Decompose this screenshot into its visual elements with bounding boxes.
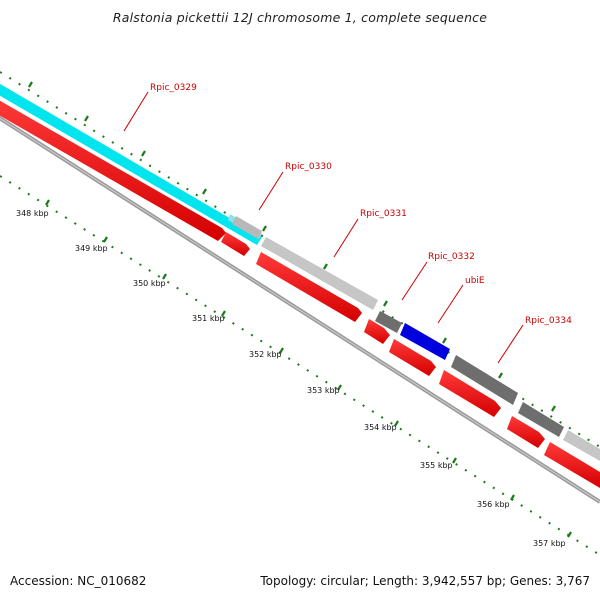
map-title: Ralstonia pickettii 12J chromosome 1, co… bbox=[112, 10, 488, 25]
gene-label-ubie: ubiE bbox=[465, 276, 485, 286]
gene-label-rpic0334: Rpic_0334 bbox=[525, 316, 572, 326]
kbp-label: 348 kbp bbox=[16, 209, 49, 218]
gene-feature-rpic0334 bbox=[451, 355, 518, 405]
gene-label-rpic0331: Rpic_0331 bbox=[360, 209, 407, 219]
cds-arrow bbox=[221, 232, 250, 256]
gene-feature-rpic0335 bbox=[518, 402, 564, 437]
kbp-label: 352 kbp bbox=[249, 350, 282, 359]
gene-features-outer bbox=[232, 216, 600, 461]
cds-features-inner bbox=[0, 100, 600, 488]
outer-major-ticks bbox=[28, 81, 556, 412]
kbp-label: 354 kbp bbox=[364, 423, 397, 432]
cds-arrow bbox=[439, 370, 501, 417]
cds-arrow bbox=[0, 100, 226, 241]
gene-label-rpic0332: Rpic_0332 bbox=[428, 252, 475, 262]
gene-label-rpic0330: Rpic_0330 bbox=[285, 162, 332, 172]
cds-arrow bbox=[507, 416, 545, 448]
cds-arrow bbox=[256, 252, 362, 322]
kbp-labels: 348 kbp 349 kbp 350 kbp 351 kbp 352 kbp … bbox=[16, 209, 566, 548]
kbp-label: 351 kbp bbox=[192, 314, 225, 323]
accession-text: Accession: NC_010682 bbox=[10, 574, 147, 588]
gene-feature-rpic0331 bbox=[261, 237, 378, 310]
backbone-ring bbox=[0, 116, 600, 504]
gene-feature-rpic0336 bbox=[563, 430, 600, 461]
kbp-label: 356 kbp bbox=[477, 500, 510, 509]
cds-arrow bbox=[389, 339, 436, 376]
topology-summary-text: Topology: circular; Length: 3,942,557 bp… bbox=[260, 574, 590, 588]
gene-callouts bbox=[123, 91, 524, 364]
kbp-label: 355 kbp bbox=[420, 461, 453, 470]
cds-arrow bbox=[544, 442, 600, 488]
inner-major-ticks bbox=[45, 199, 572, 538]
kbp-label: 357 kbp bbox=[533, 539, 566, 548]
kbp-label: 350 kbp bbox=[133, 279, 166, 288]
kbp-label: 349 kbp bbox=[75, 244, 108, 253]
gene-label-rpic0329: Rpic_0329 bbox=[150, 83, 197, 93]
cyan-feature-track bbox=[0, 83, 262, 245]
cds-arrow bbox=[364, 319, 390, 344]
gene-feature-rpic0330 bbox=[232, 216, 262, 239]
kbp-label: 353 kbp bbox=[307, 386, 340, 395]
gene-feature-ubie bbox=[400, 323, 450, 360]
gene-label-group: Rpic_0329 Rpic_0330 Rpic_0331 Rpic_0332 … bbox=[150, 83, 572, 326]
inner-scale-track bbox=[0, 175, 600, 556]
gene-feature-rpic0332 bbox=[375, 311, 402, 333]
cyan-feature bbox=[0, 83, 262, 245]
